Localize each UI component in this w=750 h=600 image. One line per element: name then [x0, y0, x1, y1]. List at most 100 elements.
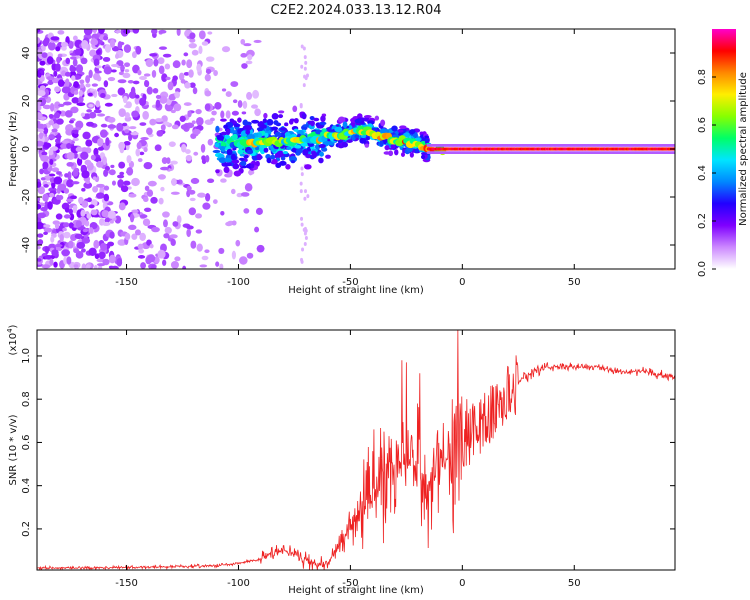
spectrogram-cell	[354, 118, 362, 124]
spectrogram-cell	[303, 189, 307, 194]
spectrogram-cell	[165, 76, 171, 81]
spectrogram-cell	[80, 57, 88, 65]
spectrogram-cell	[103, 66, 113, 75]
spectrogram-cell	[83, 181, 93, 189]
y-tick-label: 0.8	[21, 391, 32, 407]
spectrogram-cell	[174, 91, 180, 99]
spectrogram-cell	[300, 257, 304, 262]
spectrogram-cell	[215, 125, 220, 133]
spectrogram-cell	[68, 208, 74, 215]
spectrogram-cell	[196, 243, 203, 252]
spectrogram-cell	[143, 196, 149, 202]
spectrogram-cell	[81, 170, 90, 179]
spectrogram-cell	[103, 80, 109, 88]
spectrogram-cell	[163, 233, 170, 239]
spectrogram-cell	[293, 117, 299, 124]
spectrogram-cell	[342, 141, 348, 148]
spectrogram-cell	[299, 189, 303, 194]
spectrogram-cell	[117, 79, 127, 84]
spectrogram-cell	[43, 227, 53, 233]
spectrogram-cell	[47, 201, 53, 210]
spectrogram-cell	[123, 141, 131, 146]
spectrogram-cell	[251, 104, 259, 109]
spectrogram-cell	[55, 63, 61, 72]
spectrogram-cell	[230, 81, 239, 87]
spectrogram-cell	[59, 233, 64, 243]
spectrogram-cell	[69, 56, 77, 60]
spectrogram-cell	[66, 179, 74, 188]
spectrogram-cell	[292, 105, 298, 113]
spectrogram-cell	[191, 120, 196, 125]
spectrogram-cell	[197, 192, 206, 198]
spectrogram-cell	[79, 83, 85, 89]
spectrogram-cell	[103, 193, 110, 202]
spectrogram-cell	[275, 162, 282, 169]
spectrogram-cell	[117, 239, 127, 246]
spectrogram-cell	[160, 186, 165, 192]
spectrogram-cell	[111, 180, 116, 186]
spectrogram-cell	[180, 124, 189, 130]
spectrogram-cell	[98, 29, 105, 35]
x-tick-label: -150	[115, 277, 138, 288]
spectrogram-cell	[271, 112, 279, 120]
spectrogram-cell	[256, 244, 265, 253]
spectrogram-cell	[48, 134, 56, 140]
spectrogram-cell	[134, 96, 140, 105]
spectrogram-cell	[220, 110, 225, 119]
spectrogram-cell	[209, 117, 215, 122]
spectrogram-cell	[139, 232, 146, 241]
snr-frame	[36, 329, 676, 571]
spectrogram-cell	[303, 196, 307, 201]
spectrogram-cell	[155, 94, 162, 100]
spectrogram-cell	[302, 148, 309, 156]
spectrogram-cell	[128, 91, 137, 99]
spectrogram-cell	[199, 264, 208, 268]
colorbar-tick-label: 0.2	[697, 213, 708, 229]
spectrogram-cell	[67, 171, 72, 180]
spectrogram-cell	[241, 63, 248, 69]
spectrogram-cell	[85, 75, 91, 84]
spectrogram-cell	[408, 129, 416, 135]
spectrogram-cell	[305, 73, 309, 78]
spectrogram-cell	[65, 128, 74, 136]
spectrogram-cell	[286, 146, 292, 151]
spectrogram-cell	[176, 215, 182, 224]
spectrogram-cell	[89, 111, 97, 119]
spectrogram-cell	[154, 118, 163, 123]
spectrogram-cell	[105, 137, 110, 146]
spectrogram-cell	[224, 162, 233, 167]
spectrogram-cell	[172, 60, 181, 69]
spectrogram-cell	[146, 86, 153, 95]
spectrogram-cell	[86, 213, 92, 219]
spectrogram-cell	[174, 256, 181, 262]
spectrogram-cell	[127, 80, 134, 84]
spectrogram-cell	[247, 54, 253, 61]
spectrogram-cell	[319, 121, 327, 126]
spectrogram-cell	[71, 181, 80, 185]
spectrogram-cell	[299, 181, 303, 186]
spectrogram-cell	[300, 172, 304, 177]
spectrogram-cell	[37, 245, 41, 250]
spectrogram-cell	[384, 145, 390, 151]
spectrogram-cell	[218, 247, 225, 254]
colorbar-label: Normalized spectral amplitude	[738, 72, 749, 226]
spectrogram-cell	[168, 141, 176, 147]
spectrogram-cell	[196, 63, 202, 72]
spectrogram-cell	[125, 101, 132, 109]
top-x-axis-label: Height of straight line (km)	[288, 285, 424, 296]
spectrogram-cell	[304, 164, 312, 170]
spectrogram-cell	[150, 196, 158, 204]
spectrogram-cell	[75, 251, 84, 259]
spectrogram-cell	[61, 86, 71, 94]
spectrogram-cell	[354, 134, 360, 139]
spectrogram-cell	[69, 66, 77, 73]
spectrogram-cell	[81, 263, 86, 269]
spectrogram-cell	[80, 112, 86, 117]
spectrogram-cell	[73, 248, 80, 254]
spectrogram-cell	[178, 72, 185, 81]
y-tick-label: -40	[21, 237, 32, 253]
x-tick-label: 0	[459, 578, 465, 589]
spectrogram-cell	[143, 146, 148, 153]
spectrogram-cell	[43, 142, 52, 149]
spectrogram-cell	[46, 76, 55, 81]
